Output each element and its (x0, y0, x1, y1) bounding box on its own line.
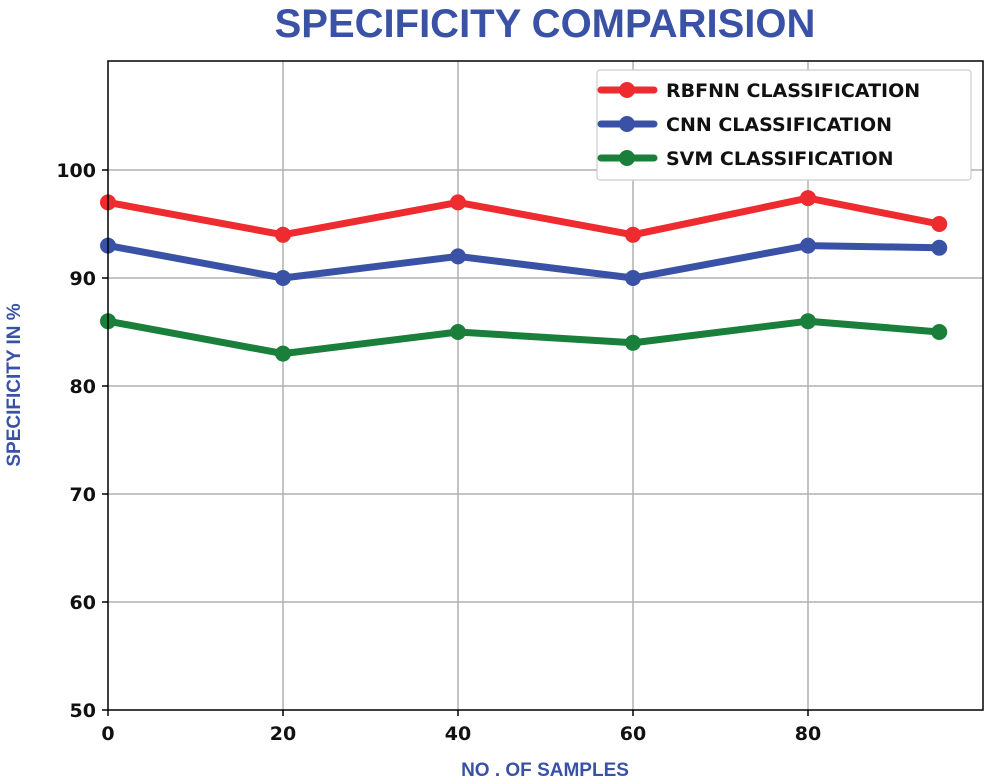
data-point (625, 270, 641, 286)
legend-label: RBFNN CLASSIFICATION (666, 80, 920, 102)
x-tick-label: 60 (620, 723, 646, 745)
y-tick-label: 90 (70, 268, 96, 290)
data-point (800, 237, 816, 254)
y-tick-label: 60 (70, 592, 96, 614)
x-axis-label: NO . OF SAMPLES (461, 760, 629, 781)
data-point (275, 345, 291, 362)
legend-label: SVM CLASSIFICATION (666, 148, 894, 170)
data-point (275, 226, 291, 243)
legend-swatch-marker (619, 116, 635, 132)
x-tick-label: 80 (795, 723, 821, 745)
y-tick-label: 70 (70, 484, 96, 506)
series-rbfnn-classification (100, 190, 948, 243)
y-axis-label: SPECIFICITY IN % (4, 303, 25, 466)
chart-title: SPECIFICITY COMPARISION (275, 2, 816, 46)
legend-swatch-marker (619, 150, 635, 166)
data-point (275, 270, 291, 286)
series-layer (100, 190, 948, 362)
data-point (931, 216, 948, 232)
y-tick-label: 80 (70, 376, 96, 398)
series-line (104, 317, 943, 358)
data-point (625, 334, 641, 351)
data-point (450, 248, 466, 265)
x-tick-label: 0 (101, 723, 114, 745)
legend-swatch-marker (619, 82, 635, 98)
data-point (450, 194, 466, 211)
data-point (800, 190, 816, 207)
data-point (800, 313, 816, 330)
data-point (450, 324, 466, 340)
data-point (625, 226, 641, 243)
y-tick-label: 50 (70, 700, 96, 722)
series-cnn-classification (100, 237, 948, 286)
series-svm-classification (100, 313, 948, 362)
legend: RBFNN CLASSIFICATION CNN CLASSIFICATION SV… (596, 69, 972, 181)
x-tick-label: 20 (270, 723, 296, 745)
tick-layer: 0 20 40 60 80 50 60 70 80 90 100 (56, 160, 821, 745)
y-tick-label: 100 (56, 160, 96, 182)
x-tick-label: 40 (445, 723, 471, 745)
legend-label: CNN CLASSIFICATION (666, 114, 892, 136)
data-point (931, 239, 948, 256)
series-line (104, 194, 943, 239)
data-point (931, 324, 948, 340)
series-line (104, 242, 943, 282)
legend-box (596, 69, 972, 181)
